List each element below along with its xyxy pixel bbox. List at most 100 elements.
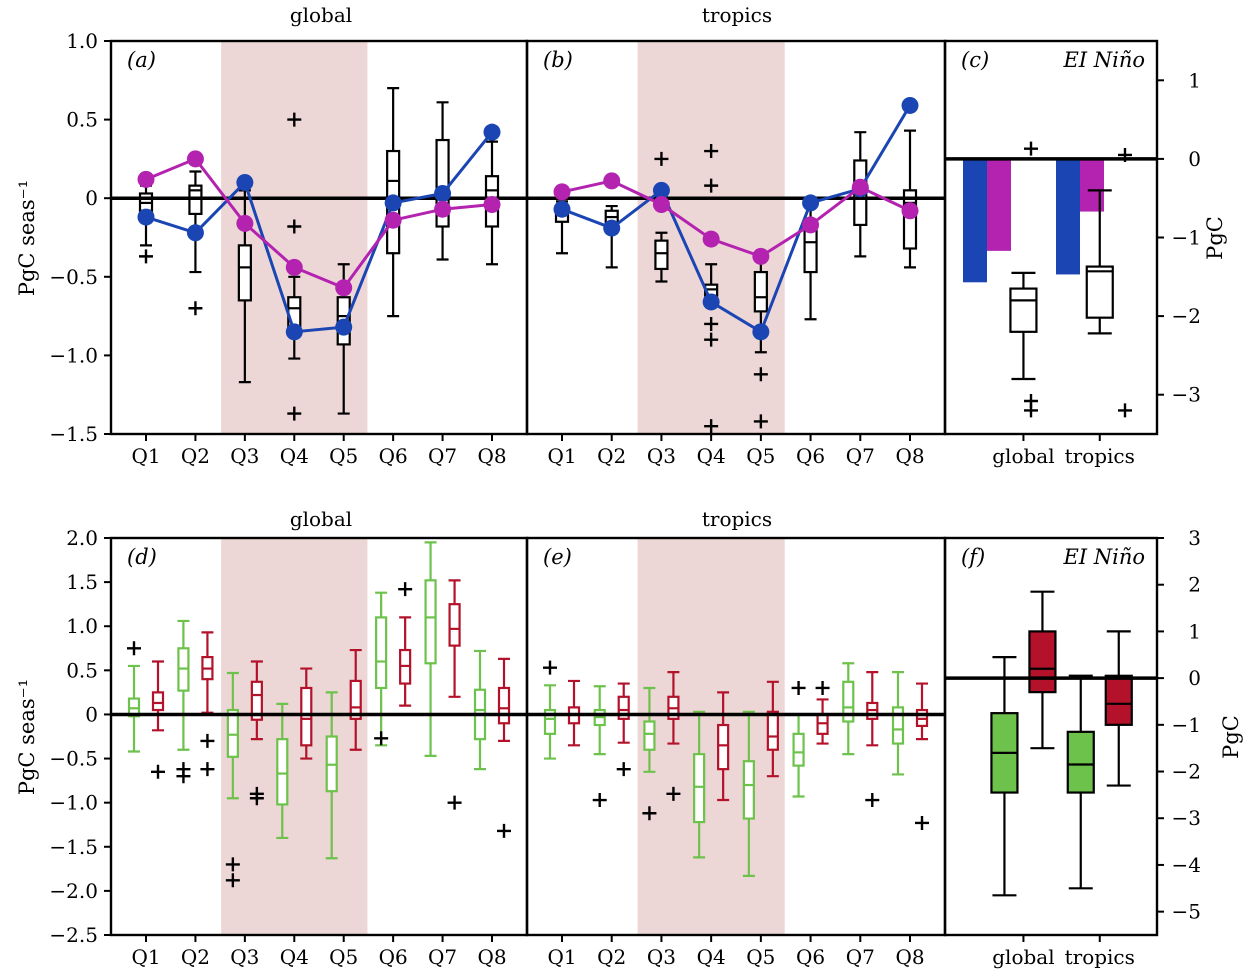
xtick-label-b-4: Q5 xyxy=(746,444,775,468)
xtick-label-e-4: Q5 xyxy=(746,945,775,969)
xtick-label-a-5: Q6 xyxy=(379,444,408,468)
whisker-e-1-4 xyxy=(766,680,779,778)
box-e-0-6 xyxy=(842,680,855,723)
xtick-label-e-5: Q6 xyxy=(796,945,825,969)
xtick-label-e-7: Q8 xyxy=(895,945,924,969)
whisker-d-0-6 xyxy=(424,541,437,758)
series-point-a-0-1 xyxy=(186,224,204,242)
ytick-label-c-2: −1 xyxy=(1172,226,1201,250)
series-point-a-1-2 xyxy=(236,214,254,232)
panel-label-d: (d) xyxy=(127,545,157,569)
ytick-label-d-8: −2.0 xyxy=(49,879,98,903)
box-e-1-1 xyxy=(617,695,630,720)
bar-c-0-0 xyxy=(963,158,987,283)
ylabel-d: PgC seas⁻¹ xyxy=(15,679,39,795)
whisker-d-1-7 xyxy=(498,657,510,743)
whisker-e-0-1 xyxy=(593,685,606,756)
whisker-a-0-0 xyxy=(140,184,152,247)
series-point-b-0-7 xyxy=(901,96,919,114)
series-point-b-1-0 xyxy=(553,183,571,201)
annotation-c: EI Niño xyxy=(1062,48,1145,72)
ytick-label-d-9: −2.5 xyxy=(49,923,98,947)
whisker-d-1-4 xyxy=(349,648,362,751)
series-point-a-1-3 xyxy=(285,258,303,276)
title-b: tropics xyxy=(702,3,772,27)
outlier-e-1-2-0 xyxy=(666,786,681,801)
whisker-e-0-4 xyxy=(742,710,755,877)
series-point-a-0-6 xyxy=(434,184,452,202)
title-a: global xyxy=(290,3,352,27)
box-c-0-1 xyxy=(1085,265,1114,319)
xtick-label-a-3: Q4 xyxy=(280,444,309,468)
ytick-label-d-0: 2.0 xyxy=(66,526,98,550)
whisker-d-1-3 xyxy=(300,667,313,760)
box-a-0-2 xyxy=(237,244,252,302)
xtick-label-a-1: Q2 xyxy=(181,444,210,468)
box-e-1-3 xyxy=(717,723,730,771)
series-point-a-1-0 xyxy=(137,170,155,188)
outlier-b-0-3-4 xyxy=(704,419,719,434)
series-point-b-0-3 xyxy=(702,293,720,311)
xtick-label-e-6: Q7 xyxy=(846,945,875,969)
whisker-e-0-0 xyxy=(544,684,556,760)
title-d: global xyxy=(290,507,352,531)
outlier-c-0-1-1 xyxy=(1118,403,1132,418)
bar-c-1-0 xyxy=(987,158,1011,251)
whisker-f-1-1 xyxy=(1106,630,1131,787)
whisker-d-1-2 xyxy=(250,660,263,741)
panel-e: Q1 Q2 Q3 Q4 Q5 Q6 Q7 Q8 (e) xyxy=(525,536,947,969)
series-point-b-0-2 xyxy=(652,181,670,199)
panel-label-e: (e) xyxy=(543,545,572,569)
xtick-label-d-3: Q4 xyxy=(280,945,309,969)
whisker-e-1-5 xyxy=(816,698,829,745)
ytick-label-d-1: 1.5 xyxy=(66,570,98,594)
xtick-label-b-1: Q2 xyxy=(597,444,626,468)
whisker-f-1-0 xyxy=(1030,590,1055,750)
ytick-label-f-1: 2 xyxy=(1188,573,1201,597)
series-point-a-1-4 xyxy=(335,279,353,297)
ytick-label-a-5: −1.5 xyxy=(49,422,98,446)
panel-label-b: (b) xyxy=(543,48,573,72)
ytick-label-a-4: −1.0 xyxy=(49,343,98,367)
outlier-d-1-5-0 xyxy=(398,582,413,597)
xtick-label-a-6: Q7 xyxy=(428,444,457,468)
xtick-label-e-3: Q4 xyxy=(697,945,726,969)
panel-label-f: (f) xyxy=(961,545,985,569)
outlier-d-1-1-1 xyxy=(200,762,215,777)
ytick-label-c-1: 0 xyxy=(1188,147,1201,171)
ytick-label-c-0: 1 xyxy=(1188,68,1201,92)
outlier-e-1-5-0 xyxy=(815,680,830,695)
shaded-region-e xyxy=(637,538,785,935)
ytick-label-f-0: 3 xyxy=(1188,526,1201,550)
box-d-0-3 xyxy=(276,738,289,806)
xtick-label-f-1: tropics xyxy=(1065,945,1135,969)
xtick-label-b-2: Q3 xyxy=(647,444,676,468)
box-d-0-6 xyxy=(424,579,437,665)
outlier-b-0-3-0 xyxy=(704,144,719,159)
box-d-1-4 xyxy=(349,679,362,720)
whisker-d-0-0 xyxy=(128,664,140,753)
whisker-d-1-5 xyxy=(399,616,412,707)
xtick-label-b-6: Q7 xyxy=(846,444,875,468)
ytick-label-d-7: −1.5 xyxy=(49,835,98,859)
ytick-label-a-0: 1.0 xyxy=(66,29,98,53)
series-point-b-0-1 xyxy=(603,219,621,237)
ytick-label-f-3: 0 xyxy=(1188,666,1201,690)
series-point-b-1-5 xyxy=(802,216,820,234)
bar-c-0-1 xyxy=(1056,158,1080,275)
xtick-label-c-1: tropics xyxy=(1065,444,1135,468)
xtick-label-d-1: Q2 xyxy=(181,945,210,969)
xtick-label-a-0: Q1 xyxy=(131,444,160,468)
ylabel-f: PgC xyxy=(1219,715,1243,759)
ytick-label-f-2: 1 xyxy=(1188,619,1201,643)
box-f-1-1 xyxy=(1104,674,1133,726)
box-e-0-3 xyxy=(693,753,706,824)
whisker-e-0-2 xyxy=(643,686,656,773)
box-b-0-4 xyxy=(753,270,768,313)
whisker-d-1-1 xyxy=(201,631,214,714)
outlier-e-0-0-0 xyxy=(543,660,557,675)
xtick-label-c-0: global xyxy=(992,444,1054,468)
outlier-b-0-3-1 xyxy=(704,178,719,193)
annotation-f: EI Niño xyxy=(1062,545,1145,569)
xtick-label-d-6: Q7 xyxy=(428,945,457,969)
